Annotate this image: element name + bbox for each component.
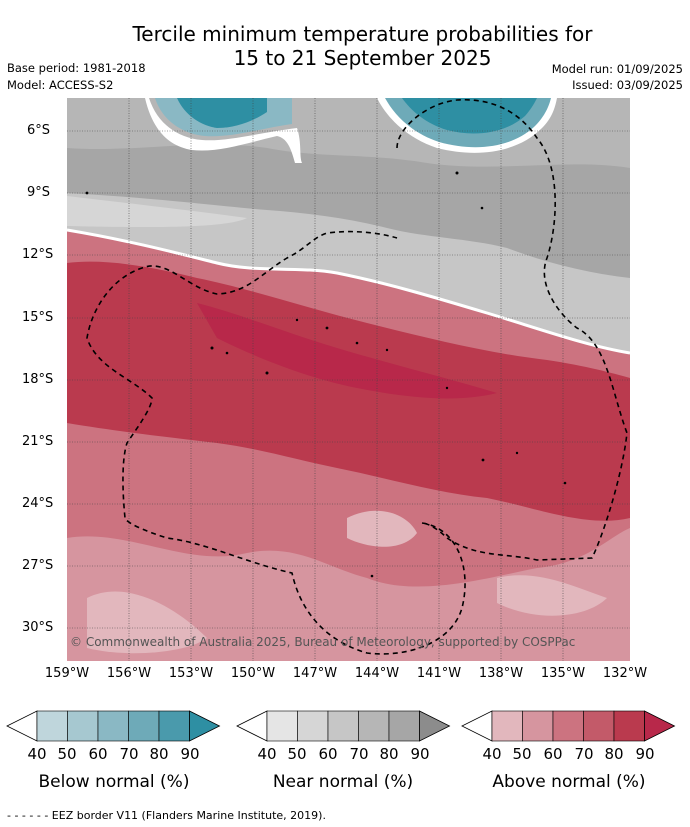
above-normal-lightest-patch — [87, 591, 207, 654]
longitude-label: 153°W — [168, 666, 214, 681]
colorbar-tick: 90 — [410, 745, 430, 763]
latitude-label: 15°S — [22, 310, 54, 325]
island-markers — [85, 171, 567, 578]
colorbar-near-normal — [236, 710, 452, 746]
latitude-label: 12°S — [22, 247, 54, 262]
colorbar-swatch — [297, 710, 329, 742]
near-normal-light-band — [67, 196, 247, 228]
colorbar-below-normal-swatches — [6, 710, 221, 742]
longitude-label: 159°W — [44, 666, 90, 681]
colorbar-swatch — [97, 710, 129, 742]
colorbar-extend-low — [461, 710, 493, 742]
title-line-2: 15 to 21 September 2025 — [233, 46, 492, 70]
title-line-1: Tercile minimum temperature probabilitie… — [132, 22, 593, 46]
longitude-label: 138°W — [478, 666, 524, 681]
colorbar-near-normal-swatches — [236, 710, 451, 742]
colorbar-tick: 90 — [180, 745, 200, 763]
below-normal-outline — [145, 98, 302, 163]
longitude-label: 144°W — [354, 666, 400, 681]
colorbar-swatch — [583, 710, 615, 742]
colorbar-tick: 60 — [318, 745, 338, 763]
below-normal-core-east — [402, 98, 537, 134]
latitude-label: 30°S — [22, 620, 54, 635]
colorbar-tick: 70 — [574, 745, 594, 763]
above-normal-darkest-patch — [197, 303, 497, 399]
latitude-label: 6°S — [27, 123, 51, 138]
longitude-label: 147°W — [292, 666, 338, 681]
colorbar-tick: 50 — [57, 745, 77, 763]
colorbar-swatch — [491, 710, 523, 742]
colorbar-swatch — [358, 710, 390, 742]
colorbar-tick: 40 — [27, 745, 47, 763]
colorbar-tick: 70 — [349, 745, 369, 763]
probability-map — [67, 98, 630, 661]
colorbar-tick: 50 — [287, 745, 307, 763]
colorbar-extend-low — [236, 710, 268, 742]
above-normal-lightest-patch — [347, 510, 417, 547]
colorbar-swatch — [327, 710, 359, 742]
longitude-label: 132°W — [602, 666, 648, 681]
colorbar-tick: 80 — [379, 745, 399, 763]
model-label: Model: ACCESS-S2 — [7, 78, 114, 92]
colorbar-tick: 80 — [149, 745, 169, 763]
copyright-notice: © Commonwealth of Australia 2025, Bureau… — [70, 635, 576, 649]
colorbar-swatch — [522, 710, 554, 742]
map-title: Tercile minimum temperature probabilitie… — [0, 22, 690, 70]
colorbar-above-normal — [461, 710, 677, 746]
colorbar-swatch — [613, 710, 645, 742]
above-normal-dark-region — [67, 261, 630, 521]
map-canvas — [67, 98, 630, 661]
colorbar-swatch — [128, 710, 160, 742]
colorbar-tick: 80 — [604, 745, 624, 763]
colorbar-swatch — [388, 710, 420, 742]
latitude-label: 9°S — [27, 185, 51, 200]
model-run-label: Model run: 01/09/2025 — [551, 62, 683, 76]
latitude-label: 18°S — [22, 372, 54, 387]
latitude-label: 24°S — [22, 496, 54, 511]
colorbar-below-normal — [6, 710, 222, 746]
longitude-label: 141°W — [416, 666, 462, 681]
eez-border-french-polynesia — [396, 98, 628, 561]
colorbar-tick: 50 — [512, 745, 532, 763]
colorbar-title-near: Near normal (%) — [272, 772, 414, 792]
colorbar-tick: 70 — [119, 745, 139, 763]
issued-label: Issued: 03/09/2025 — [572, 78, 683, 92]
latitude-label: 27°S — [22, 558, 54, 573]
latitude-label: 21°S — [22, 434, 54, 449]
category-boundary — [67, 228, 630, 355]
base-period-label: Base period: 1981-2018 — [7, 61, 146, 75]
colorbar-swatch — [552, 710, 584, 742]
colorbar-extend-high — [419, 710, 451, 742]
colorbar-tick: 60 — [543, 745, 563, 763]
eez-border-cook-islands — [86, 230, 466, 655]
colorbar-extend-low — [6, 710, 38, 742]
colorbar-title-above: Above normal (%) — [492, 772, 646, 792]
colorbar-swatch — [36, 710, 68, 742]
eez-border-note: - - - - - - EEZ border V11 (Flanders Mar… — [7, 809, 326, 822]
colorbar-tick: 40 — [482, 745, 502, 763]
colorbar-swatch — [67, 710, 99, 742]
below-normal-core-west — [177, 98, 267, 128]
above-normal-lightest-patch — [497, 575, 607, 616]
colorbar-swatch — [158, 710, 190, 742]
longitude-label: 150°W — [230, 666, 276, 681]
colorbar-above-normal-swatches — [461, 710, 676, 742]
longitude-label: 156°W — [106, 666, 152, 681]
colorbar-extend-high — [189, 710, 221, 742]
longitude-label: 135°W — [540, 666, 586, 681]
colorbar-title-below: Below normal (%) — [38, 772, 190, 792]
colorbar-tick: 40 — [257, 745, 277, 763]
colorbar-tick: 60 — [88, 745, 108, 763]
colorbar-swatch — [266, 710, 298, 742]
colorbar-tick: 90 — [635, 745, 655, 763]
colorbar-extend-high — [644, 710, 676, 742]
